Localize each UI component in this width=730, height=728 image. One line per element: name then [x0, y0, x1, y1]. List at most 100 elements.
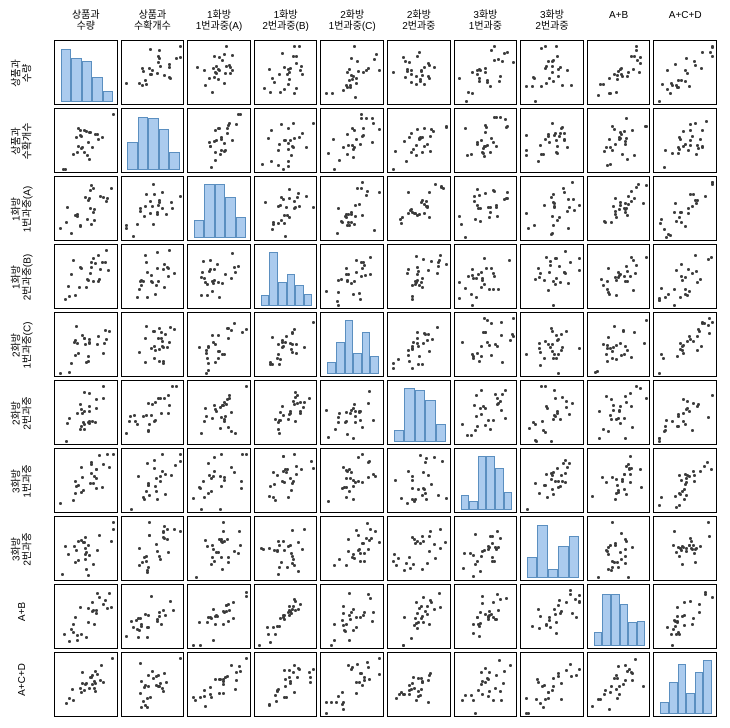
- scatter-point: [88, 410, 91, 413]
- scatter-point: [663, 166, 666, 169]
- scatter-point: [421, 681, 424, 684]
- scatter-point: [578, 347, 581, 350]
- scatter-point: [479, 220, 482, 223]
- scatter-point: [366, 190, 369, 193]
- scatter-point: [602, 428, 605, 431]
- scatter-point: [711, 46, 714, 49]
- scatter-point: [407, 212, 410, 215]
- scatter-point: [664, 296, 667, 299]
- scatter-point: [606, 360, 609, 363]
- scatter-point: [689, 129, 692, 132]
- scatter-point: [272, 471, 275, 474]
- column-header: 1화방 2번과중(B): [254, 10, 318, 32]
- scatter-point: [105, 200, 108, 203]
- scatter-point: [79, 403, 82, 406]
- scatter-point: [421, 286, 424, 289]
- scatter-point: [617, 566, 620, 569]
- scatter-cell: [387, 652, 451, 717]
- scatter-point: [209, 145, 212, 148]
- scatter-point: [341, 703, 344, 706]
- scatter-point: [539, 144, 542, 147]
- scatter-point: [412, 341, 415, 344]
- scatter-point: [80, 408, 83, 411]
- scatter-point: [308, 397, 311, 400]
- scatter-cell: [187, 108, 251, 173]
- histogram-bar: [345, 320, 354, 374]
- scatter-point: [701, 146, 704, 149]
- scatter-point: [98, 454, 101, 457]
- scatter-cell: [387, 176, 451, 241]
- histogram-bar: [370, 356, 379, 374]
- scatter-point: [555, 334, 558, 337]
- scatter-point: [551, 343, 554, 346]
- scatter-point: [564, 481, 567, 484]
- scatter-cell: [187, 40, 251, 105]
- scatter-cell: [587, 244, 651, 309]
- scatter-point: [410, 73, 413, 76]
- scatter-point: [228, 609, 231, 612]
- scatter-point: [204, 539, 207, 542]
- scatter-point: [493, 560, 496, 563]
- scatter-point: [464, 287, 467, 290]
- scatter-point: [358, 292, 361, 295]
- scatter-point: [369, 256, 372, 259]
- scatter-point: [167, 275, 170, 278]
- scatter-point: [102, 196, 105, 199]
- scatter-point: [353, 129, 356, 132]
- scatter-point: [481, 693, 484, 696]
- scatter-point: [673, 304, 676, 307]
- scatter-point: [565, 669, 568, 672]
- scatter-point: [150, 414, 153, 417]
- scatter-point: [351, 556, 354, 559]
- scatter-point: [345, 216, 348, 219]
- scatter-point: [612, 346, 615, 349]
- scatter-point: [273, 483, 276, 486]
- scatter-point: [158, 57, 161, 60]
- scatter-cell: [187, 584, 251, 649]
- scatter-point: [506, 191, 509, 194]
- scatter-point: [373, 229, 376, 232]
- scatter-point: [611, 149, 614, 152]
- scatter-point: [548, 141, 551, 144]
- scatter-point: [85, 636, 88, 639]
- scatter-point: [610, 418, 613, 421]
- scatter-point: [544, 698, 547, 701]
- scatter-point: [166, 266, 169, 269]
- scatter-point: [554, 415, 557, 418]
- scatter-point: [561, 480, 564, 483]
- scatter-point: [222, 521, 225, 524]
- scatter-point: [551, 330, 554, 333]
- scatter-point: [310, 460, 313, 463]
- scatter-point: [287, 127, 290, 130]
- scatter-point: [408, 556, 411, 559]
- scatter-point: [494, 546, 497, 549]
- scatter-point: [692, 193, 695, 196]
- scatter-point: [663, 228, 666, 231]
- scatter-point: [480, 389, 483, 392]
- scatter-point: [298, 205, 301, 208]
- scatter-point: [460, 223, 463, 226]
- scatter-point: [87, 141, 90, 144]
- scatter-point: [89, 207, 92, 210]
- scatter-point: [553, 608, 556, 611]
- scatter-point: [407, 191, 410, 194]
- scatter-point: [708, 332, 711, 335]
- scatter-point: [680, 79, 683, 82]
- scatter-point: [212, 548, 215, 551]
- scatter-point: [291, 482, 294, 485]
- scatter-point: [224, 149, 227, 152]
- scatter-point: [128, 420, 131, 423]
- scatter-point: [672, 544, 675, 547]
- scatter-point: [64, 298, 67, 301]
- scatter-point: [463, 552, 466, 555]
- scatter-point: [658, 437, 661, 440]
- scatter-point: [607, 336, 610, 339]
- histogram-bar: [362, 332, 371, 374]
- scatter-point: [560, 333, 563, 336]
- scatter-cell: [653, 448, 717, 513]
- scatter-point: [411, 479, 414, 482]
- scatter-point: [277, 573, 280, 576]
- scatter-point: [369, 528, 372, 531]
- scatter-point: [619, 551, 622, 554]
- scatter-point: [504, 389, 507, 392]
